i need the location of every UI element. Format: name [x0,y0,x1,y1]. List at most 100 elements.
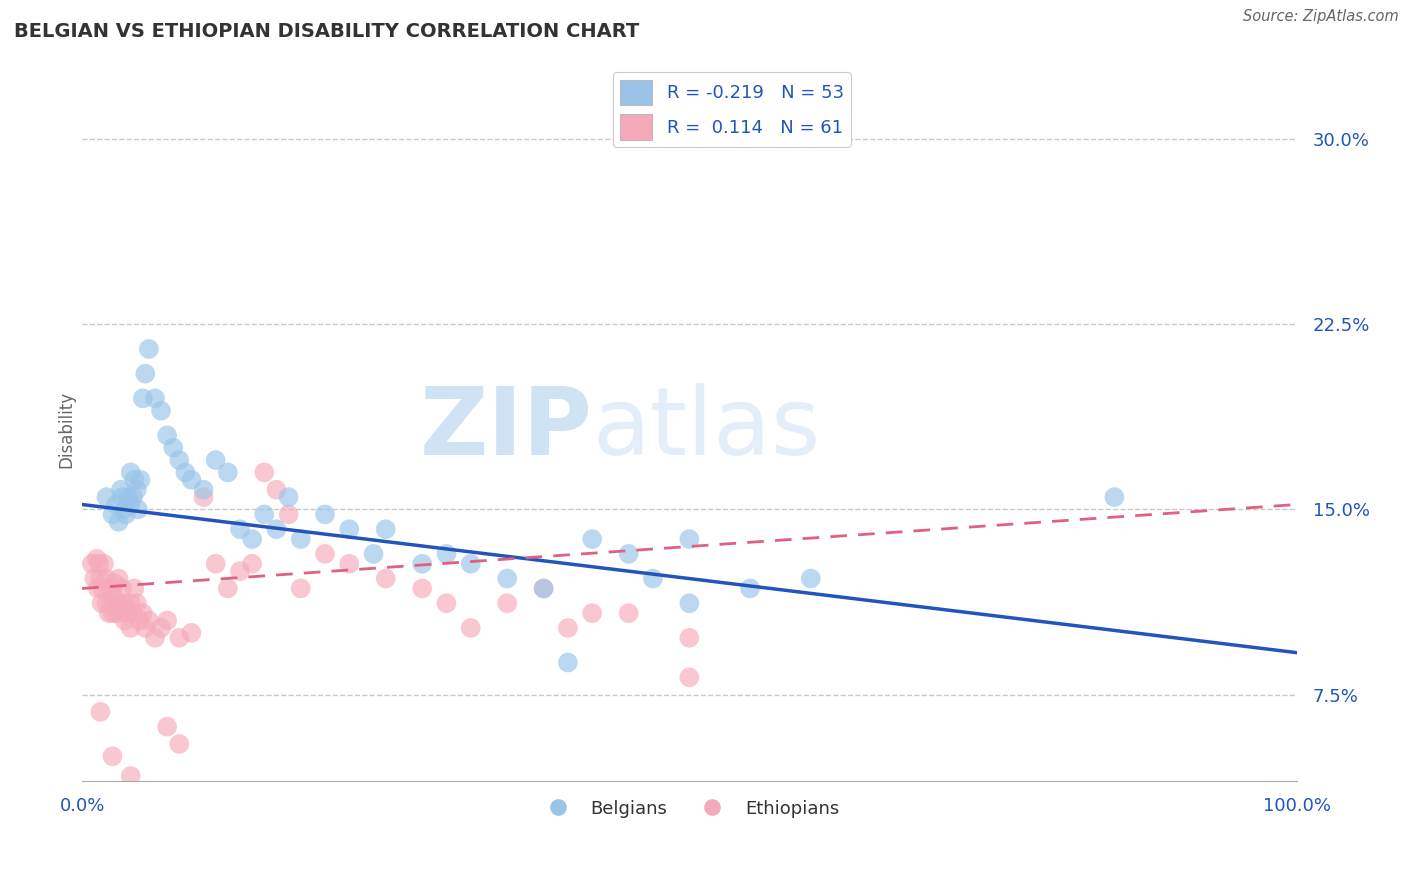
Point [111,582,134,596]
Point [217,582,239,596]
Point [120,769,142,783]
Point [314,547,336,561]
Point [132,392,155,406]
Point [156,428,179,442]
Point [229,522,252,536]
Legend: Belgians, Ethiopians: Belgians, Ethiopians [533,792,846,825]
Point [266,522,288,536]
Point [678,596,700,610]
Point [460,557,482,571]
Point [115,508,138,522]
Point [240,532,263,546]
Point [337,557,360,571]
Point [678,670,700,684]
Point [98,582,121,596]
Point [101,508,124,522]
Point [138,614,160,628]
Point [337,522,360,536]
Point [204,453,226,467]
Point [129,473,152,487]
Point [96,596,118,610]
Point [290,582,312,596]
Point [374,572,396,586]
Point [110,606,132,620]
Point [557,656,579,670]
Point [90,596,112,610]
Point [104,576,127,591]
Point [143,392,166,406]
Point [134,367,156,381]
Point [114,502,136,516]
Point [581,606,603,620]
Point [138,342,160,356]
Point [363,547,385,561]
Point [110,483,132,497]
Point [678,532,700,546]
Point [143,631,166,645]
Point [217,466,239,480]
Point [557,621,579,635]
Point [253,508,276,522]
Point [97,606,120,620]
Point [96,490,118,504]
Point [114,614,136,628]
Point [162,441,184,455]
Point [122,490,145,504]
Point [533,582,555,596]
Point [156,720,179,734]
Point [111,490,134,504]
Point [460,621,482,635]
Point [229,564,252,578]
Text: Source: ZipAtlas.com: Source: ZipAtlas.com [1243,9,1399,24]
Point [89,572,111,586]
Text: atlas: atlas [592,384,821,475]
Point [120,498,142,512]
Text: BELGIAN VS ETHIOPIAN DISABILITY CORRELATION CHART: BELGIAN VS ETHIOPIAN DISABILITY CORRELAT… [14,22,640,41]
Point [277,508,299,522]
Point [124,582,146,596]
Point [117,490,139,504]
Point [100,596,122,610]
Point [101,749,124,764]
Point [1104,490,1126,504]
Point [169,737,191,751]
Point [115,601,138,615]
Point [253,466,276,480]
Point [374,522,396,536]
Point [678,631,700,645]
Point [117,606,139,620]
Point [101,606,124,620]
Point [134,621,156,635]
Point [180,473,202,487]
Point [150,403,173,417]
Point [107,596,129,610]
Point [107,515,129,529]
Point [314,508,336,522]
Point [193,490,215,504]
Point [411,557,433,571]
Point [96,572,118,586]
Point [240,557,263,571]
Point [87,582,110,596]
Point [105,498,128,512]
Point [125,596,148,610]
Point [127,502,149,516]
Y-axis label: Disability: Disability [58,391,75,467]
Point [125,483,148,497]
Point [641,572,664,586]
Point [533,582,555,596]
Point [86,551,108,566]
Point [617,547,640,561]
Point [169,453,191,467]
Point [91,582,114,596]
Point [120,621,142,635]
Point [156,614,179,628]
Point [204,557,226,571]
Point [800,572,823,586]
Point [266,483,288,497]
Point [105,606,128,620]
Point [150,621,173,635]
Point [122,606,145,620]
Point [581,532,603,546]
Point [83,572,105,586]
